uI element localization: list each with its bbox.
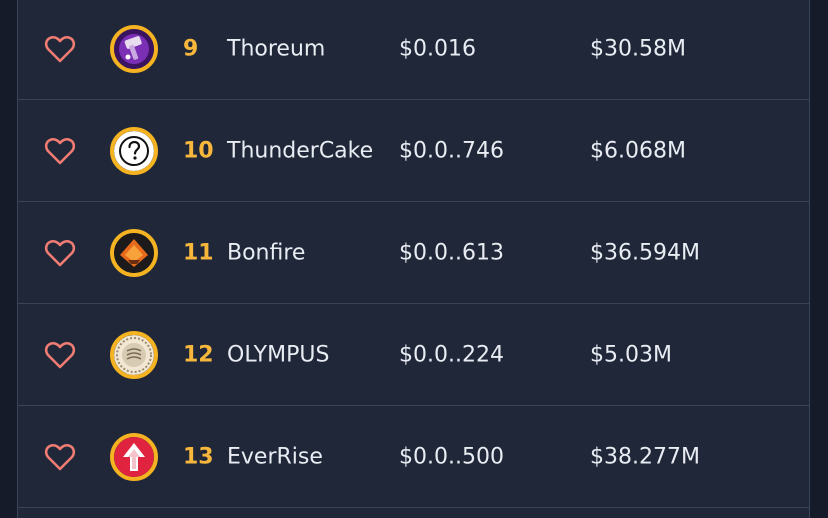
rank-number: 11 bbox=[183, 240, 214, 265]
heart-outline-icon[interactable] bbox=[44, 136, 76, 166]
bonfire-logo bbox=[110, 228, 158, 277]
token-price: $0.0..500 bbox=[399, 444, 504, 469]
table-row[interactable]: 11 Bonfire $0.0..613 $36.594M bbox=[18, 202, 809, 304]
table-row[interactable]: 13 EverRise $0.0..500 $38.277M bbox=[18, 406, 809, 508]
market-cap: $6.068M bbox=[590, 138, 686, 163]
rank-number: 13 bbox=[183, 444, 214, 469]
market-cap: $5.03M bbox=[590, 342, 672, 367]
token-price: $0.0..613 bbox=[399, 240, 504, 265]
token-table: 9 Thoreum $0.016 $30.58M 10 ThunderCake … bbox=[17, 0, 810, 518]
token-name[interactable]: ThunderCake bbox=[227, 138, 374, 163]
market-cap: $30.58M bbox=[590, 36, 686, 61]
table-row[interactable]: 9 Thoreum $0.016 $30.58M bbox=[18, 0, 809, 100]
heart-outline-icon[interactable] bbox=[44, 442, 76, 472]
token-name[interactable]: Bonfire bbox=[227, 240, 306, 265]
heart-outline-icon[interactable] bbox=[44, 34, 76, 64]
token-price: $0.016 bbox=[399, 36, 476, 61]
table-row[interactable]: 10 ThunderCake $0.0..746 $6.068M bbox=[18, 100, 809, 202]
unknown-question-logo bbox=[110, 126, 158, 175]
everrise-logo bbox=[110, 432, 158, 481]
rank-number: 12 bbox=[183, 342, 214, 367]
token-name[interactable]: Thoreum bbox=[227, 36, 326, 61]
token-price: $0.0..224 bbox=[399, 342, 504, 367]
olympus-logo bbox=[110, 330, 158, 379]
rank-number: 10 bbox=[183, 138, 214, 163]
heart-outline-icon[interactable] bbox=[44, 340, 76, 370]
table-row[interactable]: 12 OLYMPUS $0.0..224 $5.03M bbox=[18, 304, 809, 406]
heart-outline-icon[interactable] bbox=[44, 238, 76, 268]
token-name[interactable]: EverRise bbox=[227, 444, 323, 469]
market-cap: $38.277M bbox=[590, 444, 700, 469]
market-cap: $36.594M bbox=[590, 240, 700, 265]
token-name[interactable]: OLYMPUS bbox=[227, 342, 330, 367]
thoreum-logo bbox=[110, 24, 158, 73]
token-price: $0.0..746 bbox=[399, 138, 504, 163]
rank-number: 9 bbox=[183, 36, 199, 61]
